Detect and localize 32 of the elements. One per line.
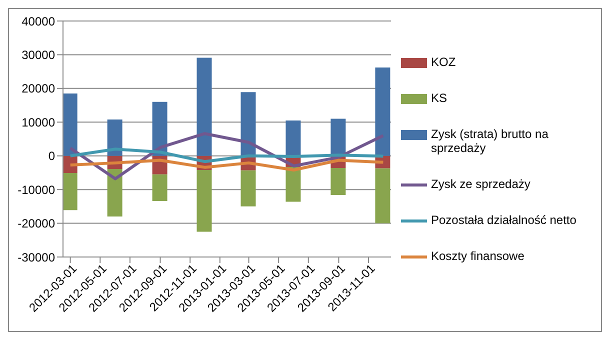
bar bbox=[63, 93, 78, 156]
bar bbox=[107, 169, 122, 217]
bar bbox=[330, 168, 346, 195]
legend-label: KOZ bbox=[431, 55, 456, 69]
line-series bbox=[68, 158, 385, 172]
y-tick-label: 20000 bbox=[22, 82, 56, 96]
bar bbox=[63, 173, 78, 210]
legend-label: Koszty finansowe bbox=[431, 249, 524, 263]
line-series bbox=[68, 132, 385, 180]
bar bbox=[286, 166, 301, 202]
bar bbox=[240, 170, 256, 206]
bar bbox=[375, 68, 390, 156]
y-tick-label: 30000 bbox=[22, 48, 56, 62]
line-series bbox=[68, 148, 385, 164]
bar bbox=[286, 120, 301, 156]
y-tick-label: 0 bbox=[48, 149, 56, 164]
legend-label: KS bbox=[431, 91, 448, 105]
y-tick-label: -30000 bbox=[18, 250, 56, 264]
bar bbox=[240, 92, 256, 156]
bar bbox=[196, 170, 212, 232]
bar bbox=[375, 168, 390, 224]
legend-label: Zysk (strata) brutto na sprzedaży bbox=[431, 127, 550, 155]
bar bbox=[152, 174, 168, 202]
legend-label: Zysk ze sprzedaży bbox=[431, 177, 530, 191]
bar bbox=[107, 119, 122, 156]
bar bbox=[330, 118, 346, 156]
y-tick-label: 40000 bbox=[22, 14, 56, 28]
legend-label: Pozostała działalność netto bbox=[431, 213, 576, 227]
y-tick-label: 10000 bbox=[22, 115, 56, 130]
y-tick-label: -10000 bbox=[18, 182, 56, 197]
y-tick-label: -20000 bbox=[18, 216, 56, 231]
bar bbox=[196, 58, 212, 156]
